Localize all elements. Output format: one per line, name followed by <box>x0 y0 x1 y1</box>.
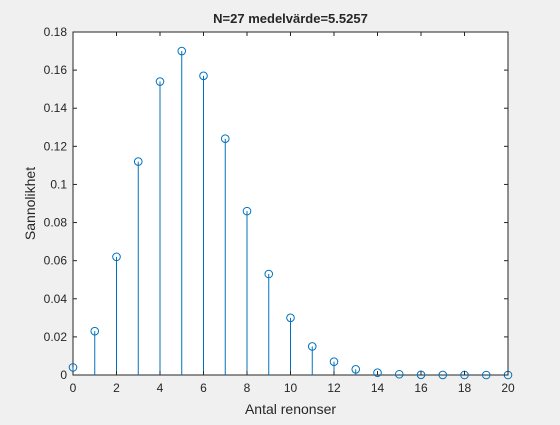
stem-marker <box>90 326 100 336</box>
y-axis-label: Sannolikhet <box>22 167 38 240</box>
y-tick-label: 0.02 <box>44 330 68 344</box>
stem-marker <box>394 369 404 379</box>
x-tick-label: 12 <box>327 381 341 395</box>
stem-marker <box>481 370 491 380</box>
stem-marker <box>112 252 121 262</box>
ticks-group: 0 2 4 6 8 10 12 14 16 18 20 0 0.02 0.04 0.06 0.08 0.1 0.1… <box>44 25 515 395</box>
x-tick-label: 2 <box>113 381 120 395</box>
stems-group <box>68 46 513 380</box>
y-tick-label: 0.14 <box>44 101 68 115</box>
stem-marker <box>307 342 317 351</box>
stem-marker <box>438 370 448 380</box>
stem-marker <box>133 157 143 166</box>
stem-marker <box>177 46 187 56</box>
stem-marker <box>220 134 230 144</box>
stem-marker <box>286 313 295 323</box>
stem-marker <box>373 368 382 378</box>
stem-marker <box>264 269 274 279</box>
y-tick-label: 0.04 <box>44 292 68 306</box>
stem-marker <box>199 71 208 81</box>
x-tick-label: 4 <box>157 381 164 395</box>
stem-marker <box>351 364 361 374</box>
stem-marker <box>155 77 165 86</box>
y-tick-label: 0.06 <box>44 254 68 268</box>
y-tick-label: 0.1 <box>50 177 67 191</box>
stem-marker <box>329 357 339 366</box>
x-tick-label: 10 <box>284 381 298 395</box>
x-tick-label: 18 <box>458 381 472 395</box>
x-tick-label: 16 <box>414 381 428 395</box>
y-tick-label: 0.16 <box>44 63 68 77</box>
x-tick-label: 14 <box>371 381 385 395</box>
y-tick-label: 0 <box>60 368 67 382</box>
y-tick-label: 0.08 <box>44 216 68 230</box>
y-tick-label: 0.18 <box>44 25 68 39</box>
stem-marker <box>242 206 252 216</box>
x-tick-label: 0 <box>70 381 77 395</box>
chart-title: N=27 medelvärde=5.5257 <box>213 11 368 26</box>
y-tick-label: 0.12 <box>44 139 68 153</box>
x-axis-label: Antal renonser <box>245 401 336 417</box>
x-tick-label: 6 <box>200 381 207 395</box>
x-tick-label: 8 <box>244 381 251 395</box>
x-tick-label: 20 <box>501 381 515 395</box>
